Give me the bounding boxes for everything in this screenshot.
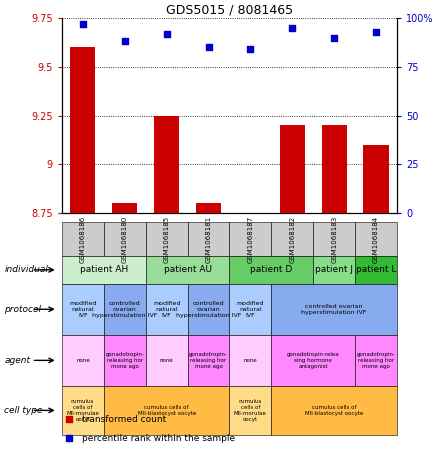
Point (288, 24, 295, 32)
Point (65, 435, 72, 442)
Point (204, 44, 211, 51)
Text: GSM1068182: GSM1068182 (289, 216, 295, 263)
Text: GSM1068184: GSM1068184 (372, 216, 378, 263)
Bar (229, 256, 312, 284)
Text: cumulus cells of
MII-blastocyst oocyte: cumulus cells of MII-blastocyst oocyte (304, 405, 362, 416)
Text: cumulus
cells of
MII-morulae
oocyt: cumulus cells of MII-morulae oocyt (66, 399, 99, 422)
Bar (312, 256, 354, 284)
Text: patient J: patient J (315, 265, 352, 275)
Text: cell type: cell type (4, 406, 43, 415)
Bar (145, 222, 187, 256)
Bar (321, 125, 346, 213)
Title: GDS5015 / 8081465: GDS5015 / 8081465 (165, 4, 293, 17)
Text: individual: individual (4, 265, 48, 275)
Text: GSM1068187: GSM1068187 (247, 215, 253, 263)
Bar (62, 284, 104, 335)
Bar (312, 222, 354, 256)
Bar (145, 256, 229, 284)
Bar (104, 335, 145, 386)
Text: patient AU: patient AU (163, 265, 211, 275)
Text: agent: agent (4, 356, 30, 365)
Bar (154, 116, 179, 213)
Bar (271, 222, 312, 256)
Text: controlled
ovarian
hyperstimulation IVF: controlled ovarian hyperstimulation IVF (92, 301, 157, 318)
Bar (62, 335, 104, 386)
Text: percentile rank within the sample: percentile rank within the sample (82, 434, 235, 443)
Bar (279, 125, 304, 213)
Point (330, 34, 337, 41)
Text: none: none (243, 358, 257, 363)
Bar (187, 284, 229, 335)
Text: GSM1068181: GSM1068181 (205, 215, 211, 263)
Point (247, 46, 253, 53)
Text: gonadotropin-
releasing hor
mone ago: gonadotropin- releasing hor mone ago (356, 352, 395, 369)
Bar (229, 335, 271, 386)
Bar (271, 284, 396, 335)
Bar (62, 386, 104, 435)
Bar (104, 284, 145, 335)
Bar (104, 386, 229, 435)
Bar (196, 203, 220, 213)
Text: modified
natural
IVF: modified natural IVF (69, 301, 96, 318)
Point (163, 30, 170, 37)
Text: GSM1068180: GSM1068180 (122, 215, 128, 263)
Text: cumulus cells of
MII-blastocyst oocyte: cumulus cells of MII-blastocyst oocyte (137, 405, 195, 416)
Point (79, 20, 86, 28)
Bar (104, 222, 145, 256)
Bar (271, 335, 354, 386)
Text: modified
natural
IVF: modified natural IVF (236, 301, 263, 318)
Text: transformed count: transformed count (82, 414, 166, 424)
Text: controlled
ovarian
hyperstimulation IVF: controlled ovarian hyperstimulation IVF (175, 301, 241, 318)
Text: controlled ovarian
hyperstimulation IVF: controlled ovarian hyperstimulation IVF (301, 304, 366, 315)
Point (372, 28, 379, 35)
Text: GSM1068185: GSM1068185 (163, 216, 169, 263)
Text: patient L: patient L (355, 265, 395, 275)
Text: patient AH: patient AH (79, 265, 128, 275)
Text: GSM1068186: GSM1068186 (80, 215, 86, 263)
Bar (187, 222, 229, 256)
Text: GSM1068183: GSM1068183 (330, 215, 336, 263)
Text: none: none (76, 358, 89, 363)
Text: gonadotropin-
releasing hor
mone ago: gonadotropin- releasing hor mone ago (105, 352, 144, 369)
Bar (354, 222, 396, 256)
Point (121, 38, 128, 45)
Bar (70, 48, 95, 213)
Bar (62, 256, 145, 284)
Bar (229, 386, 271, 435)
Text: gonadotropin-
releasing hor
mone ago: gonadotropin- releasing hor mone ago (189, 352, 227, 369)
Bar (229, 284, 271, 335)
Bar (271, 386, 396, 435)
Bar (354, 256, 396, 284)
Text: modified
natural
IVF: modified natural IVF (153, 301, 180, 318)
Text: none: none (159, 358, 173, 363)
Bar (229, 222, 271, 256)
Bar (187, 335, 229, 386)
Bar (145, 335, 187, 386)
Text: patient D: patient D (250, 265, 292, 275)
Text: protocol: protocol (4, 305, 41, 314)
Text: cumulus
cells of
MII-morulae
oocyt: cumulus cells of MII-morulae oocyt (233, 399, 266, 422)
Bar (363, 145, 388, 213)
Bar (112, 203, 137, 213)
Bar (354, 335, 396, 386)
Bar (62, 222, 104, 256)
Point (65, 415, 72, 423)
Text: gonadotropin-relea
sing hormone
antagonist: gonadotropin-relea sing hormone antagoni… (286, 352, 339, 369)
Bar (145, 284, 187, 335)
